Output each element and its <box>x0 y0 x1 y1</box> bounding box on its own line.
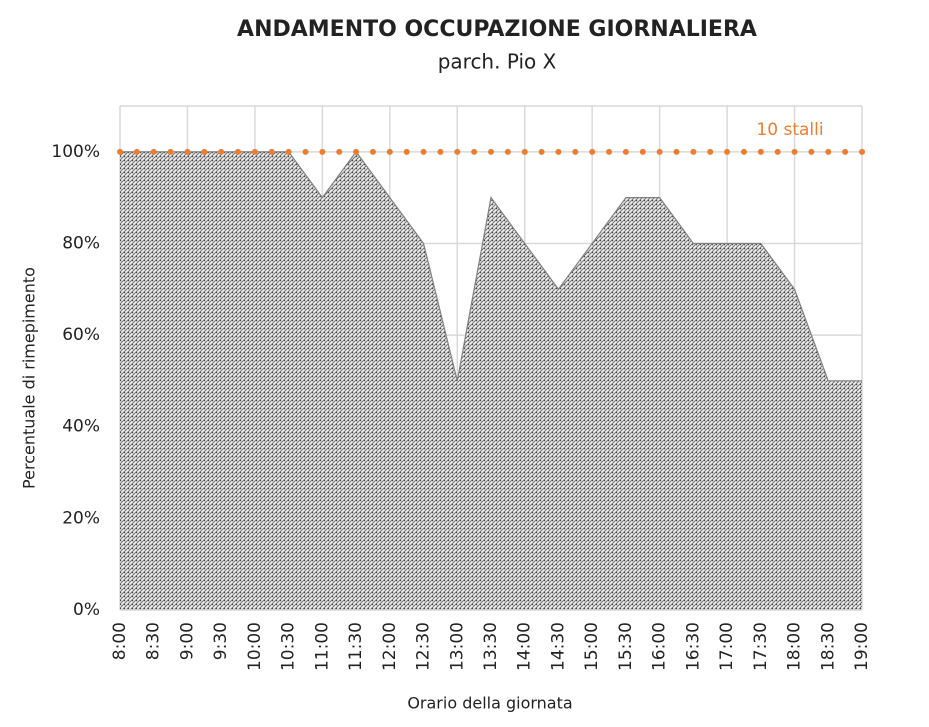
y-tick-label: 100% <box>51 142 100 162</box>
y-tick-label: 40% <box>62 417 100 437</box>
x-tick-label: 15:30 <box>616 622 636 671</box>
y-tick-label: 20% <box>62 508 100 528</box>
x-tick-label: 16:00 <box>650 622 670 671</box>
x-tick-label: 13:30 <box>481 622 501 671</box>
x-tick-label: 10:30 <box>279 622 299 671</box>
x-tick-label: 15:00 <box>582 622 602 671</box>
chart-title: ANDAMENTO OCCUPAZIONE GIORNALIERA <box>237 17 757 42</box>
x-tick-label: 16:30 <box>683 622 703 671</box>
reference-label: 10 stalli <box>756 120 823 140</box>
x-tick-label: 10:00 <box>245 622 265 671</box>
x-tick-label: 9:30 <box>211 622 231 660</box>
x-tick-label: 14:00 <box>515 622 535 671</box>
x-tick-label: 17:00 <box>717 622 737 671</box>
y-tick-label: 80% <box>62 233 100 253</box>
x-tick-label: 14:30 <box>548 622 568 671</box>
x-tick-label: 18:30 <box>818 622 838 671</box>
area-fill <box>120 151 862 610</box>
x-tick-label: 12:00 <box>380 622 400 671</box>
x-tick-label: 8:30 <box>144 622 164 660</box>
y-tick-label: 60% <box>62 325 100 345</box>
x-tick-label: 19:00 <box>852 622 872 671</box>
x-tick-label: 17:30 <box>751 622 771 671</box>
y-axis-title: Percentuale di rimepimento <box>20 267 39 489</box>
x-tick-label: 9:00 <box>177 622 197 660</box>
x-tick-label: 13:00 <box>447 622 467 671</box>
chart-subtitle: parch. Pio X <box>438 50 557 74</box>
y-tick-label: 0% <box>73 600 100 620</box>
x-tick-label: 12:30 <box>414 622 434 671</box>
x-tick-label: 8:00 <box>110 622 130 660</box>
area-outline <box>120 150 862 382</box>
x-tick-label: 18:00 <box>785 622 805 671</box>
x-axis-title: Orario della giornata <box>407 694 572 713</box>
x-tick-label: 11:30 <box>346 622 366 671</box>
x-tick-label: 11:00 <box>312 622 332 671</box>
